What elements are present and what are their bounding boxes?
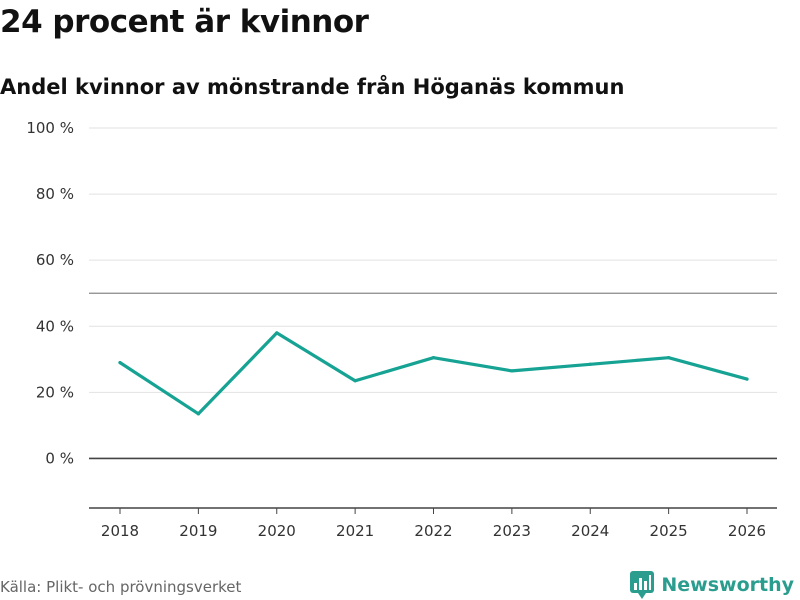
data-point: [431, 356, 436, 360]
y-tick-label: 0 %: [45, 449, 74, 467]
data-point: [667, 356, 671, 360]
brand-logo: Newsworthy: [629, 570, 794, 600]
y-tick-label: 60 %: [36, 251, 74, 269]
x-tick-label: 2021: [336, 522, 374, 540]
data-point: [588, 362, 592, 366]
brand-name: Newsworthy: [661, 574, 794, 596]
grid-layer: [89, 127, 777, 460]
y-tick-label: 20 %: [36, 383, 74, 401]
x-tick-label: 2023: [493, 522, 531, 540]
x-tick-label: 2020: [258, 522, 296, 540]
data-point: [353, 379, 357, 383]
y-tick-label: 100 %: [26, 119, 74, 137]
source-note: Källa: Plikt- och prövningsverket: [0, 578, 242, 596]
data-point: [510, 369, 514, 373]
chart-title: 24 procent är kvinnor: [0, 4, 369, 40]
chart-subtitle: Andel kvinnor av mönstrande från Höganäs…: [0, 75, 625, 99]
series-line: [118, 331, 749, 416]
newsworthy-logo-icon: [630, 571, 655, 599]
x-tick-label: 2022: [414, 522, 452, 540]
axis-layer: 0 % 20 % 40 % 60 % 80 % 100 % 2018 2019 2020 2021…: [26, 119, 777, 540]
data-point: [196, 412, 200, 416]
series-layer: [118, 331, 749, 416]
x-tick-label: 2026: [728, 522, 766, 540]
y-tick-label: 40 %: [36, 317, 74, 335]
x-tick-label: 2018: [101, 522, 139, 540]
data-point: [275, 331, 279, 335]
data-point: [118, 361, 122, 365]
x-tick-label: 2024: [571, 522, 609, 540]
data-point: [745, 377, 749, 381]
x-tick-label: 2025: [650, 522, 688, 540]
x-tick-label: 2019: [179, 522, 217, 540]
y-tick-label: 80 %: [36, 185, 74, 203]
